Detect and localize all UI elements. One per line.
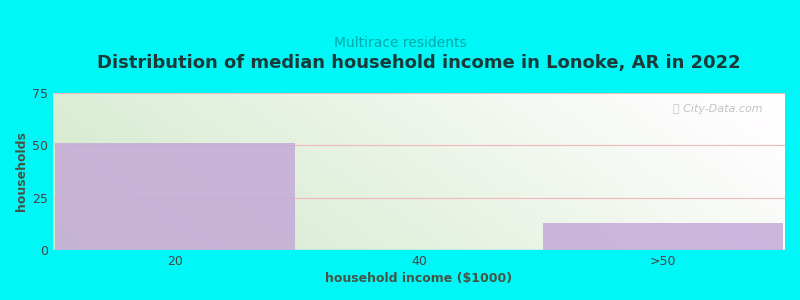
Text: Multirace residents: Multirace residents (334, 36, 466, 50)
Bar (55, 143, 294, 250)
Bar (543, 223, 782, 250)
X-axis label: household income ($1000): household income ($1000) (326, 272, 513, 285)
Title: Distribution of median household income in Lonoke, AR in 2022: Distribution of median household income … (98, 54, 741, 72)
Y-axis label: households: households (15, 131, 28, 212)
Text: ⓘ City-Data.com: ⓘ City-Data.com (674, 104, 763, 114)
